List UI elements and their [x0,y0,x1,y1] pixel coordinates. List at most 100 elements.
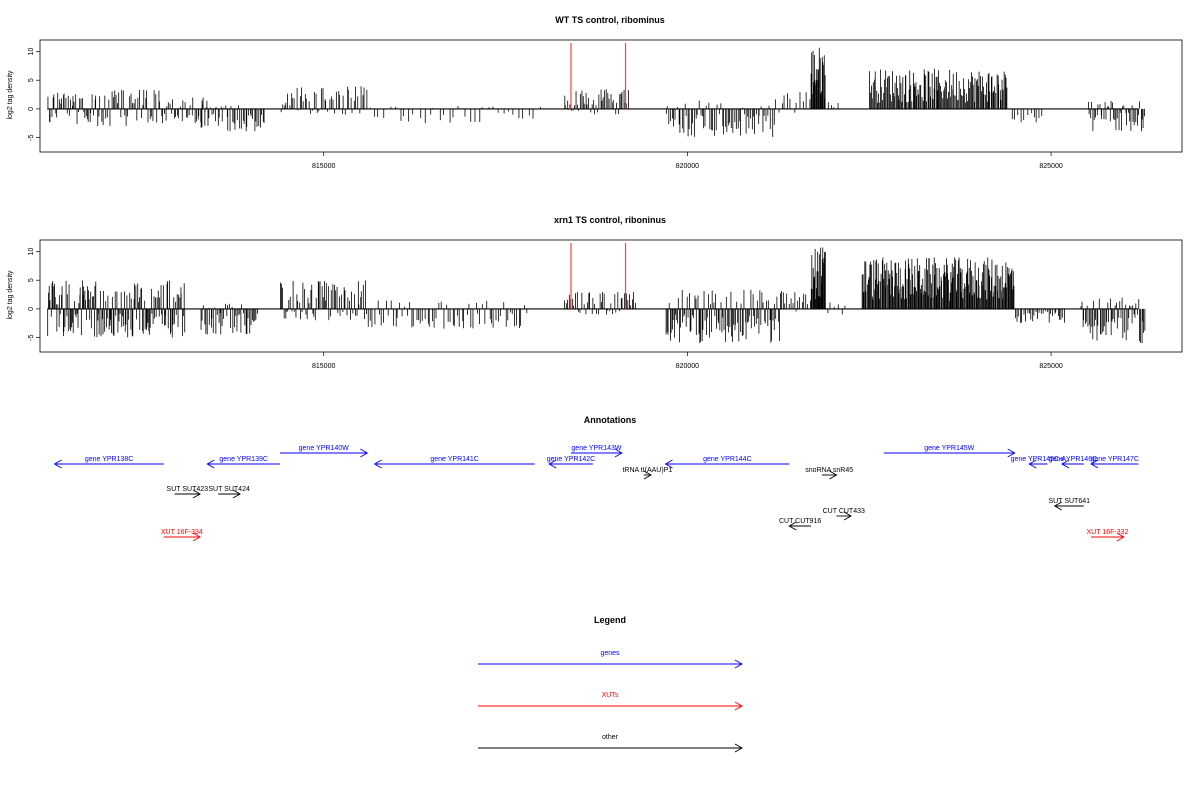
feature-arrow-head [1053,501,1062,511]
annotation-feature: XUT 16F-332 [1086,529,1128,542]
x-tick-label: 820000 [676,363,699,370]
x-tick-label: 815000 [312,363,335,370]
xrn1-density-panel: xrn1 TS control, riboninus log2 tag dens… [7,215,1183,370]
annotation-feature: gene YPR145C-A [1011,456,1067,469]
feature-arrow-head [788,521,797,531]
legend: Legend genes XUTs other [478,615,743,753]
feature-label: SUT SUT641 [1049,498,1091,505]
x-tick-label: 820000 [676,163,699,170]
xrn1-y-axis: -5 0 5 10 [28,247,40,341]
legend-item: other [478,734,743,753]
wt-density-panel: WT TS control, ribominus log2 tag densit… [7,15,1183,170]
xrn1-marker-lines [570,243,627,309]
feature-arrow-head [1007,448,1016,458]
feature-label: XUT 16F-332 [1086,529,1128,536]
feature-label: gene YPR145W [924,445,974,452]
feature-label: SUT SUT424 [208,486,250,493]
wt-density-bars [47,47,1145,137]
feature-arrow-head [192,532,201,542]
x-tick-label: 825000 [1039,163,1062,170]
annotation-feature: gene YPR139C [206,456,281,469]
legend-label: genes [600,650,620,657]
feature-arrow-head [664,459,673,469]
feature-label: CUT CUT916 [779,518,821,525]
annotation-features: gene YPR138C gene YPR139C gene YPR140W gene… [53,445,1139,542]
feature-label: XUT 16F-334 [161,529,203,536]
feature-arrow-head [373,459,382,469]
annotation-feature: gene YPR138C [53,456,164,469]
annotation-feature: CUT CUT433 [823,508,865,521]
feature-arrow-head [829,470,838,480]
annotation-feature: CUT CUT916 [779,518,821,531]
feature-arrow-head [843,511,852,521]
wt-panel-title: WT TS control, ribominus [555,15,665,25]
annotation-feature: gene YPR140W [280,445,369,458]
feature-arrow-head [1116,532,1125,542]
feature-arrow-head [360,448,369,458]
feature-arrow-head [206,459,215,469]
wt-panel-ylabel: log2 tag density [7,70,14,120]
legend-title: Legend [594,615,626,625]
annotation-feature: gene YPR145W [883,445,1016,458]
y-tick-label: -5 [28,334,35,340]
y-tick-label: 10 [28,47,35,55]
feature-arrow-head [614,448,623,458]
y-tick-label: 10 [28,247,35,255]
annotation-feature: snoRNA snR45 [805,467,853,480]
feature-label: gene YPR147C [1090,456,1139,463]
feature-label: CUT CUT433 [823,508,865,515]
annotation-feature: SUT SUT641 [1049,498,1091,511]
annotation-feature: gene YPR147C [1090,456,1139,469]
feature-arrow-head [643,470,652,480]
feature-label: snoRNA snR45 [805,467,853,474]
xrn1-plot-frame [39,239,1183,353]
feature-label: tRNA tI(AAU)P1 [622,467,672,474]
x-tick-label: 815000 [312,163,335,170]
feature-label: gene YPR144C [703,456,752,463]
legend-label: other [602,734,619,741]
annotation-feature: gene YPR144C [664,456,790,469]
legend-arrow-head [734,701,743,711]
xrn1-panel-title: xrn1 TS control, riboninus [554,215,666,225]
feature-arrow-head [192,489,201,499]
annotation-feature: XUT 16F-334 [161,529,203,542]
y-tick-label: 0 [28,307,35,311]
annotation-feature: gene YPR146C [1049,456,1098,469]
legend-items: genes XUTs other [478,650,743,753]
annotations-title: Annotations [584,415,637,425]
feature-label: gene YPR145C-A [1011,456,1067,463]
annotation-feature: gene YPR141C [373,456,535,469]
wt-marker-lines [570,43,627,109]
legend-arrow-head [734,659,743,669]
legend-item: XUTs [478,692,743,711]
feature-arrow-head [1061,459,1070,469]
y-tick-label: 5 [28,278,35,282]
feature-arrow-head [232,489,241,499]
feature-label: gene YPR146C [1049,456,1098,463]
feature-label: SUT SUT423 [167,486,209,493]
annotation-feature: gene YPR142C [547,456,596,469]
xrn1-x-axis: 815000 820000 825000 [312,352,1063,370]
legend-arrow-head [734,743,743,753]
xrn1-panel-ylabel: log2 tag density [7,270,14,320]
feature-label: gene YPR143W [571,445,621,452]
y-tick-label: -5 [28,134,35,140]
annotation-feature: SUT SUT424 [208,486,250,499]
feature-arrow-head [1090,459,1099,469]
annotation-feature: gene YPR143W [570,445,623,458]
annotation-feature: SUT SUT423 [167,486,209,499]
annotation-track: Annotations gene YPR138C gene YPR139Cgene… [53,415,1139,542]
legend-item: genes [478,650,743,669]
feature-label: gene YPR141C [430,456,479,463]
annotation-feature: tRNA tI(AAU)P1 [622,467,672,480]
feature-label: gene YPR138C [85,456,134,463]
feature-arrow-head [548,459,557,469]
feature-label: gene YPR142C [547,456,596,463]
feature-label: gene YPR140W [299,445,349,452]
xrn1-density-bars [47,247,1146,344]
feature-label: gene YPR139C [219,456,268,463]
x-tick-label: 825000 [1039,363,1062,370]
y-tick-label: 5 [28,78,35,82]
